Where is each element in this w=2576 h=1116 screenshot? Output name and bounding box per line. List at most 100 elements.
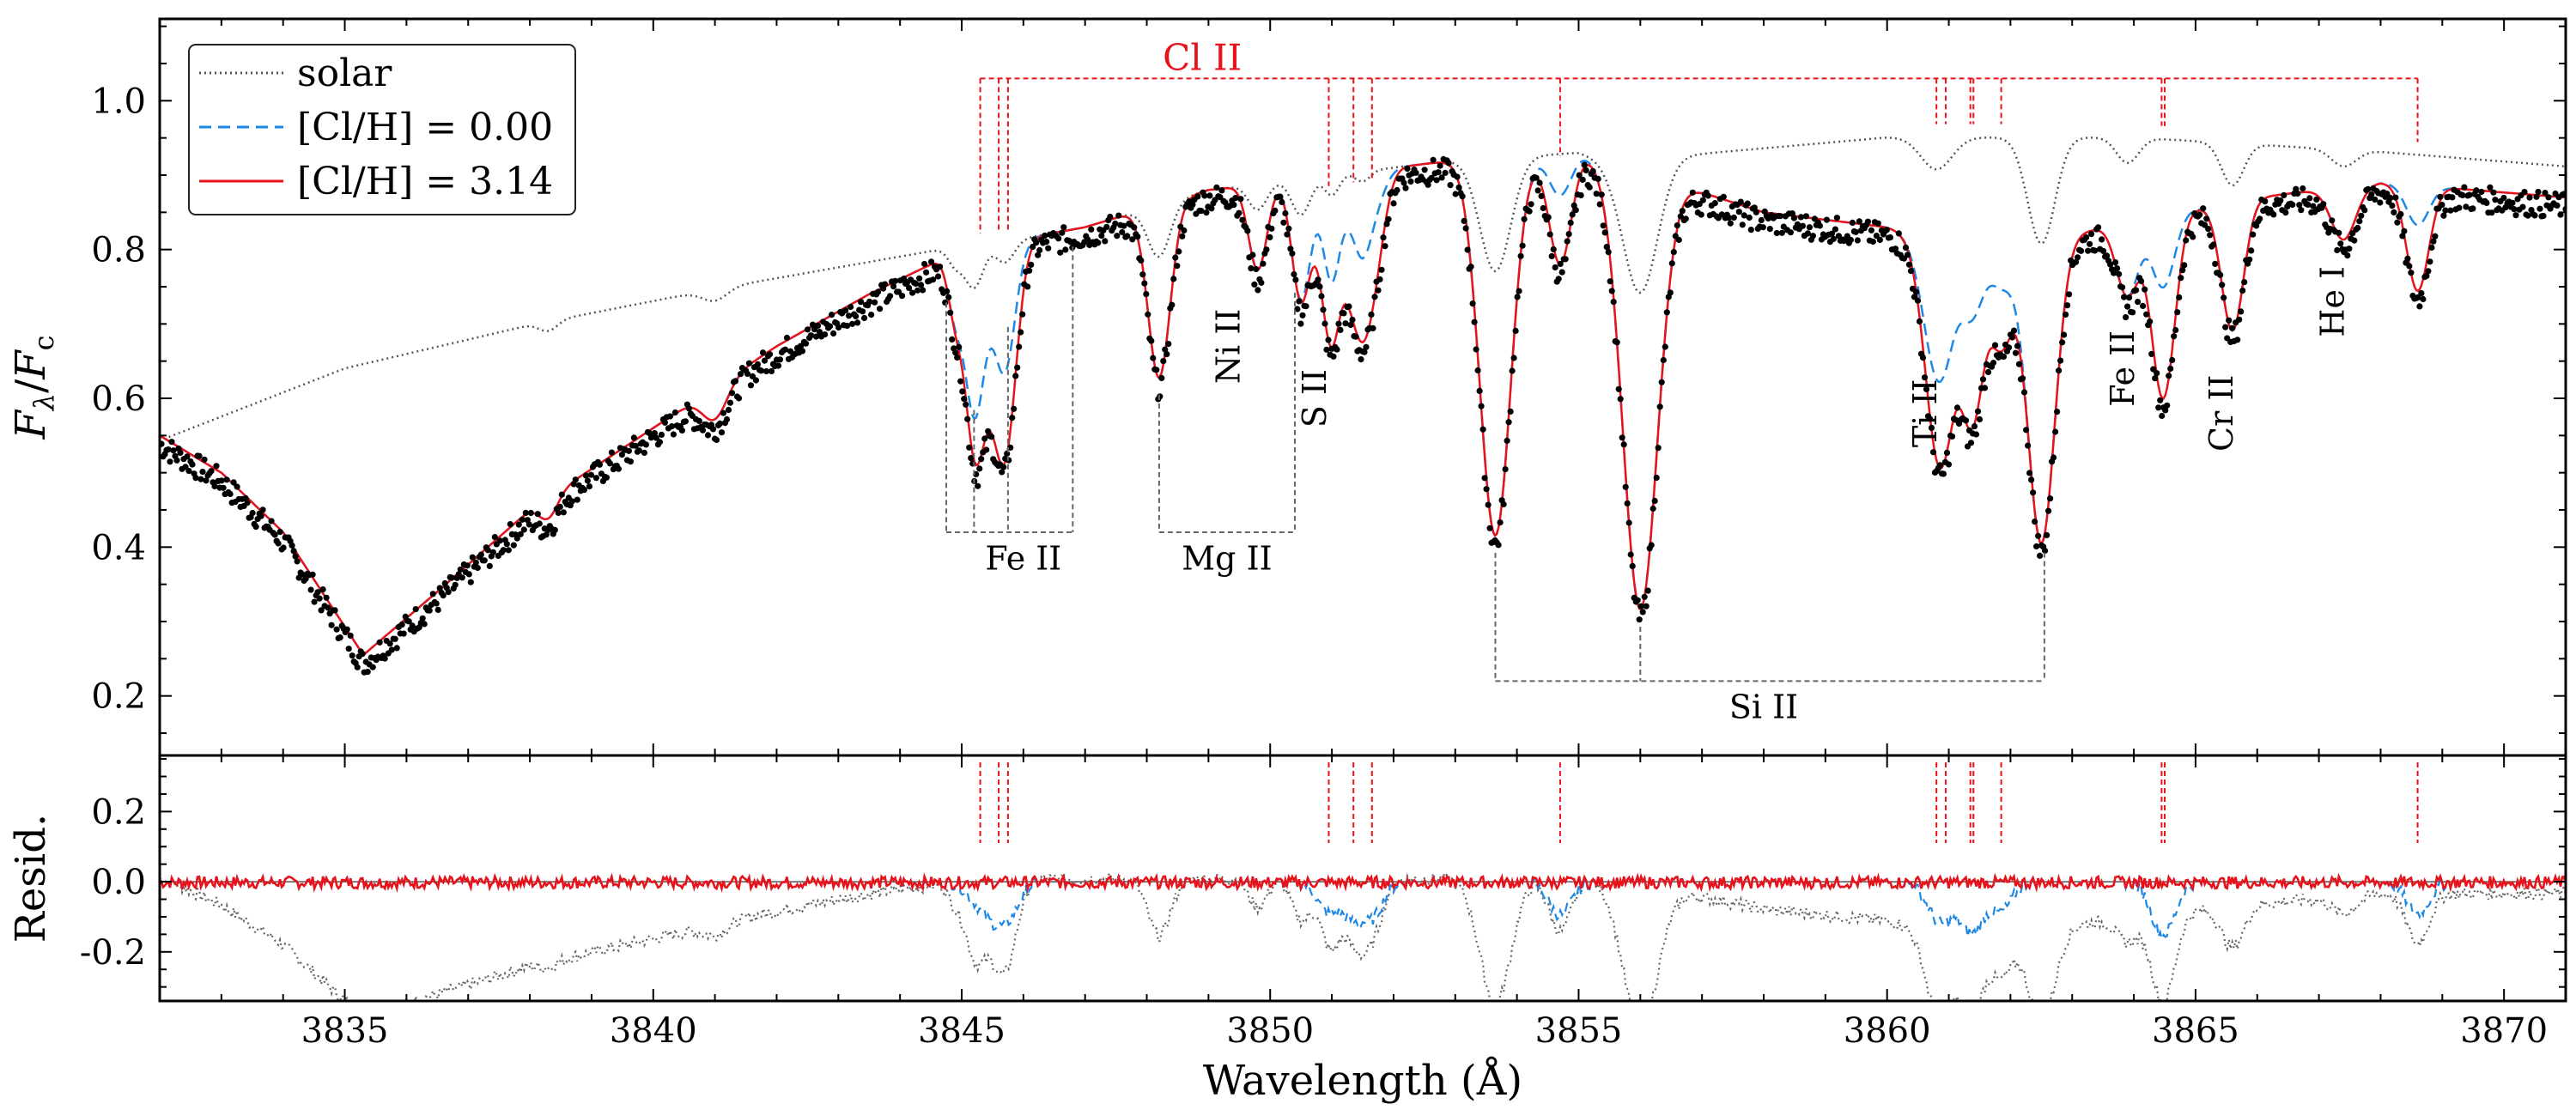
observed-point bbox=[1455, 184, 1462, 191]
legend-solar-label: solar bbox=[297, 52, 392, 95]
observed-point bbox=[405, 618, 412, 625]
observed-point bbox=[2124, 303, 2131, 310]
observed-point bbox=[1033, 240, 1040, 246]
observed-point bbox=[1936, 462, 1944, 469]
observed-point bbox=[959, 388, 966, 395]
observed-point bbox=[642, 441, 650, 448]
observed-point bbox=[2310, 203, 2317, 209]
observed-point bbox=[804, 326, 811, 333]
observed-point bbox=[975, 482, 981, 489]
observed-point bbox=[349, 652, 355, 659]
observed-point bbox=[1169, 301, 1176, 308]
observed-point bbox=[1026, 267, 1033, 274]
observed-point bbox=[2212, 260, 2219, 267]
observed-point bbox=[1727, 220, 1734, 227]
observed-point bbox=[2116, 270, 2123, 277]
observed-point bbox=[1176, 248, 1182, 255]
observed-point bbox=[1445, 160, 1452, 167]
observed-point bbox=[1459, 193, 1466, 200]
observed-point bbox=[2281, 191, 2287, 198]
observed-point bbox=[2112, 259, 2119, 266]
observed-point bbox=[314, 589, 321, 596]
observed-point bbox=[1581, 161, 1588, 168]
observed-point bbox=[1239, 216, 1246, 223]
observed-point bbox=[1447, 182, 1454, 189]
observed-point bbox=[858, 299, 865, 306]
observed-point bbox=[2246, 256, 2253, 263]
observed-point bbox=[704, 432, 712, 439]
observed-point bbox=[477, 551, 484, 558]
observed-point bbox=[510, 542, 517, 549]
observed-point bbox=[1497, 519, 1504, 526]
observed-point bbox=[1163, 351, 1170, 358]
observed-point bbox=[1849, 219, 1856, 226]
observed-point bbox=[1617, 396, 1624, 403]
observed-point bbox=[781, 346, 789, 353]
observed-point bbox=[2087, 240, 2093, 247]
observed-point bbox=[1230, 202, 1237, 209]
observed-point bbox=[196, 452, 203, 459]
observed-point bbox=[1012, 373, 1019, 379]
x-tick-label: 3850 bbox=[1226, 1011, 1314, 1051]
observed-point bbox=[440, 592, 447, 599]
observed-point bbox=[1198, 208, 1205, 215]
observed-point bbox=[1739, 221, 1746, 228]
observed-point bbox=[1107, 213, 1114, 221]
observed-point bbox=[2440, 212, 2447, 219]
observed-point bbox=[1516, 288, 1522, 294]
observed-point bbox=[1248, 265, 1255, 272]
observed-point bbox=[213, 463, 220, 470]
observed-point bbox=[503, 541, 510, 548]
observed-point bbox=[2488, 209, 2495, 216]
observed-point bbox=[1428, 174, 1435, 181]
observed-point bbox=[1189, 201, 1196, 208]
observed-point bbox=[2329, 217, 2336, 224]
observed-point bbox=[1119, 228, 1126, 236]
observed-point bbox=[1375, 287, 1382, 294]
observed-point bbox=[173, 457, 180, 464]
observed-point bbox=[345, 646, 352, 652]
observed-point bbox=[1103, 223, 1110, 230]
observed-point bbox=[1735, 209, 1742, 215]
axes: 3835 3840 3845 3850 3855 3860 3865 3870 0.2 0.4 0.… bbox=[80, 17, 2567, 1051]
observed-point bbox=[899, 293, 906, 300]
observed-point bbox=[1213, 184, 1220, 191]
bottom-panel-frame bbox=[158, 754, 2567, 1003]
observed-point bbox=[1285, 225, 1292, 232]
observed-point bbox=[2099, 236, 2105, 243]
observed-point bbox=[1751, 204, 1758, 211]
observed-point bbox=[2554, 202, 2561, 209]
x-tick-label: 3865 bbox=[2152, 1011, 2239, 1051]
observed-point bbox=[747, 382, 755, 389]
observed-point bbox=[1461, 217, 1467, 224]
legend-cl314-label: [Cl/H] = 3.14 bbox=[297, 160, 553, 203]
observed-point bbox=[2174, 309, 2181, 316]
observed-point bbox=[2542, 190, 2549, 197]
observed-point bbox=[560, 509, 567, 516]
observed-point bbox=[1011, 405, 1018, 412]
observed-point bbox=[1620, 441, 1627, 448]
observed-point bbox=[737, 371, 744, 378]
observed-point bbox=[630, 434, 638, 441]
observed-point bbox=[2487, 184, 2494, 191]
observed-point bbox=[1536, 179, 1543, 186]
observed-point bbox=[1473, 346, 1479, 353]
observed-point bbox=[1538, 192, 1545, 199]
observed-point bbox=[333, 626, 340, 633]
observed-point bbox=[580, 487, 588, 494]
observed-point bbox=[2123, 314, 2129, 321]
observed-point bbox=[1318, 293, 1325, 300]
observed-point bbox=[515, 521, 522, 528]
observed-point bbox=[651, 430, 659, 437]
observed-point bbox=[775, 362, 782, 369]
observed-point bbox=[1991, 342, 1999, 349]
observed-point bbox=[2155, 404, 2162, 411]
observed-point bbox=[618, 452, 626, 458]
observed-point bbox=[452, 581, 459, 588]
observed-point bbox=[2088, 231, 2095, 238]
observed-point bbox=[1315, 276, 1321, 283]
observed-point bbox=[1962, 417, 1970, 424]
observed-point bbox=[1596, 201, 1603, 208]
observed-point bbox=[2466, 191, 2473, 198]
observed-point bbox=[2012, 349, 2020, 356]
